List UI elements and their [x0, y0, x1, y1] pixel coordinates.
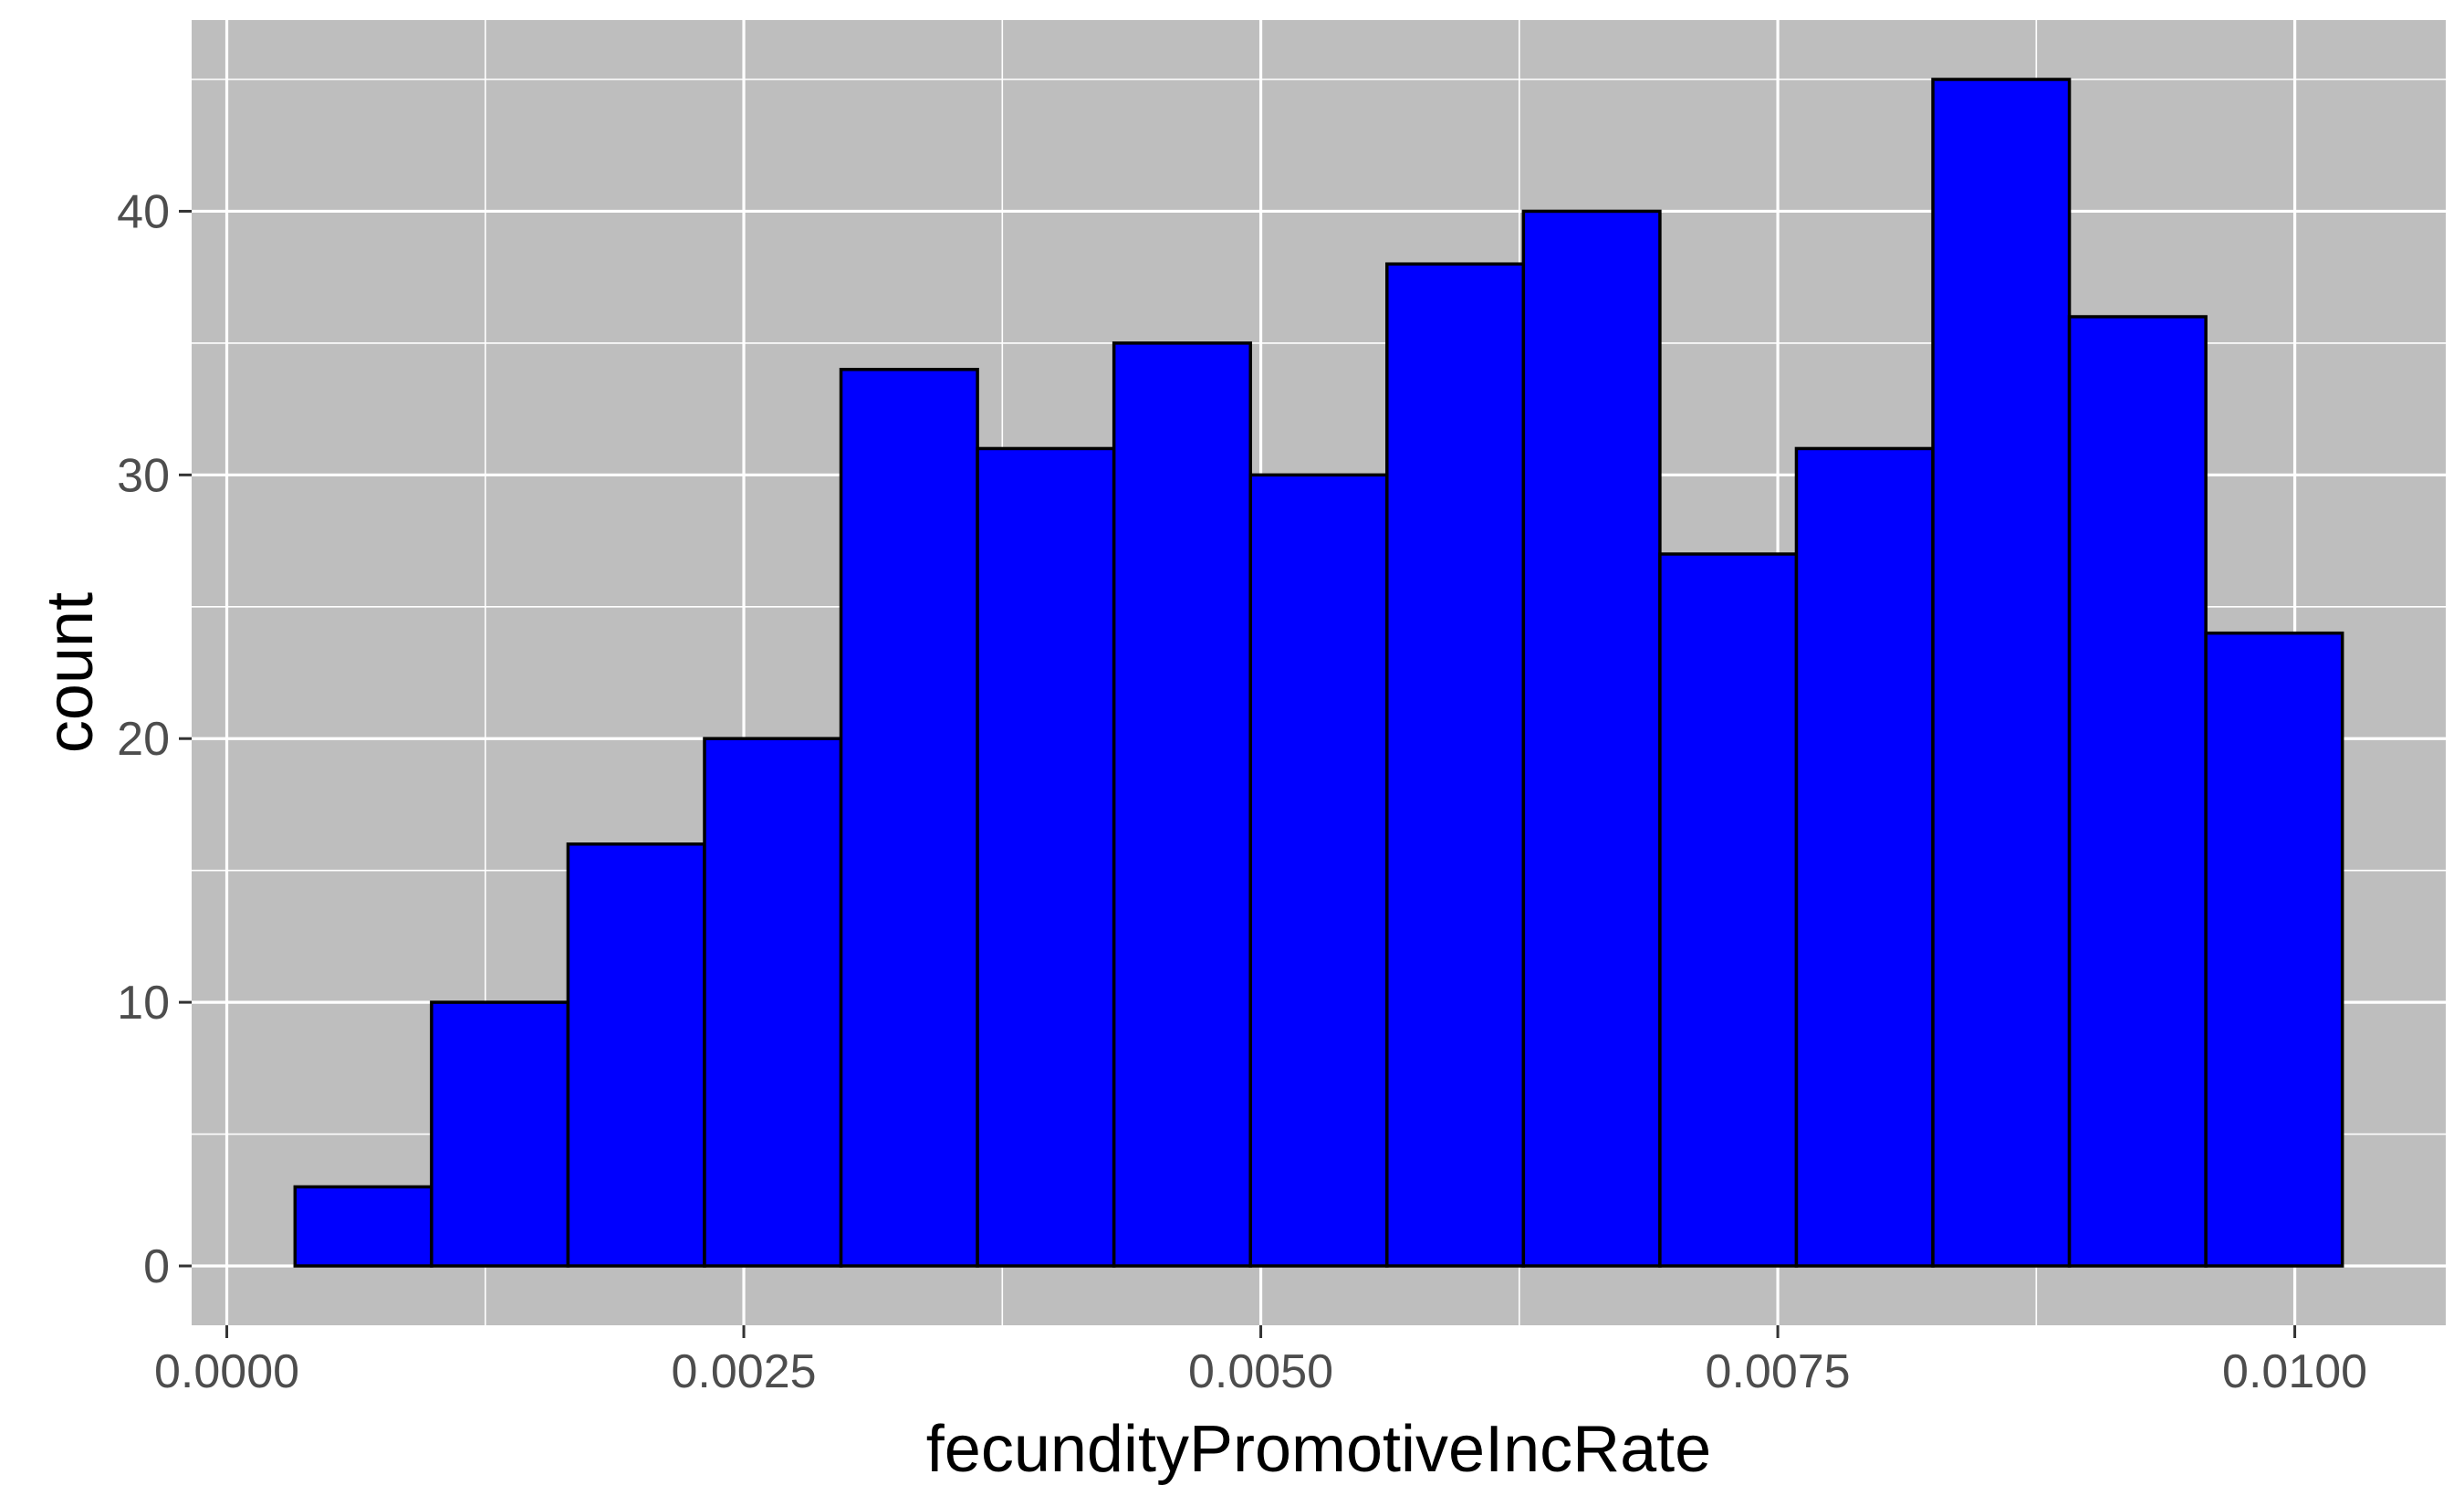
histogram-bar [293, 1185, 433, 1268]
histogram-bar [1794, 446, 1935, 1268]
y-tick-label: 0 [143, 1240, 170, 1293]
y-tick-label: 40 [117, 185, 170, 238]
x-tick-label: 0.0000 [154, 1345, 299, 1398]
x-tick-label: 0.0075 [1706, 1345, 1851, 1398]
histogram-bars [293, 78, 2344, 1268]
x-tick-label: 0.0050 [1188, 1345, 1333, 1398]
y-tick-label: 30 [117, 449, 170, 502]
histogram-bar [1931, 78, 2072, 1268]
histogram-bar [2204, 631, 2344, 1268]
histogram-bar [1112, 341, 1252, 1268]
histogram-bar [2067, 315, 2208, 1268]
y-tick-label: 10 [117, 977, 170, 1030]
x-axis-title: fecundityPromotiveIncRate [926, 1413, 1711, 1486]
x-tick-label: 0.0025 [672, 1345, 817, 1398]
y-axis-ticks: 0 10 20 30 40 [117, 185, 192, 1293]
histogram-bar [1521, 209, 1662, 1268]
histogram-bar [1248, 473, 1389, 1268]
y-tick-label: 20 [117, 713, 170, 766]
histogram-bar [430, 1000, 570, 1268]
histogram-bar [976, 446, 1116, 1268]
histogram-bar [566, 842, 706, 1268]
x-axis-ticks: 0.0000 0.0025 0.0050 0.0075 0.0100 [154, 1325, 2367, 1398]
histogram-bar [839, 368, 979, 1268]
x-tick-label: 0.0100 [2222, 1345, 2367, 1398]
histogram-bar [1658, 552, 1799, 1268]
histogram-bar [1385, 262, 1526, 1268]
histogram-bar [703, 737, 843, 1268]
y-axis-title: count [34, 592, 107, 753]
